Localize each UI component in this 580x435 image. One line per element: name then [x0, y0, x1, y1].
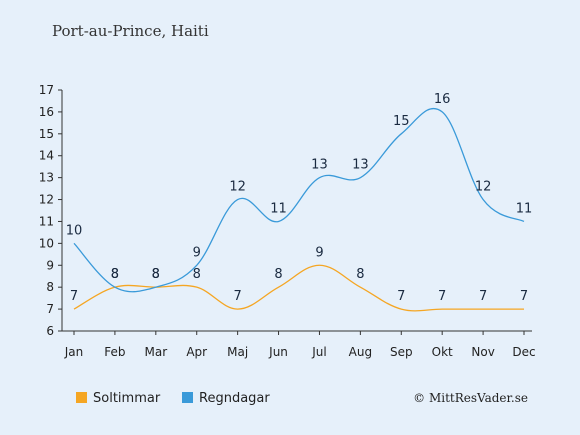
x-tick-label: Apr	[186, 345, 207, 359]
y-tick-label: 15	[39, 127, 54, 141]
y-tick-label: 14	[39, 149, 54, 163]
data-label-soltimmar: 7	[233, 289, 241, 304]
chart-title: Port-au-Prince, Haiti	[52, 22, 209, 40]
x-tick-label: Dec	[512, 345, 535, 359]
data-label-soltimmar: 7	[520, 289, 528, 304]
y-tick-label: 6	[46, 324, 54, 338]
legend-swatch-soltimmar	[76, 392, 87, 403]
data-label-soltimmar: 8	[111, 267, 119, 282]
data-label-regndagar: 15	[393, 114, 410, 129]
y-tick-label: 11	[39, 214, 54, 228]
data-label-regndagar: 11	[270, 201, 287, 216]
data-label-regndagar: 8	[111, 267, 119, 282]
data-label-soltimmar: 8	[274, 267, 282, 282]
series-line-soltimmar	[73, 264, 524, 312]
x-tick-label: Aug	[349, 345, 372, 359]
x-tick-label: Okt	[432, 345, 453, 359]
legend-label-soltimmar: Soltimmar	[93, 391, 161, 406]
y-tick-label: 9	[46, 258, 54, 272]
legend-swatch-regndagar	[182, 392, 193, 403]
data-label-soltimmar: 7	[397, 289, 405, 304]
x-tick-label: Maj	[227, 345, 248, 359]
x-tick-label: Feb	[104, 345, 125, 359]
x-tick-label: Jul	[311, 345, 326, 359]
x-tick-label: Jun	[268, 345, 288, 359]
data-label-soltimmar: 8	[356, 267, 364, 282]
y-tick-label: 8	[46, 280, 54, 294]
data-label-regndagar: 12	[475, 180, 492, 195]
x-tick-label: Nov	[471, 345, 494, 359]
data-label-regndagar: 10	[66, 223, 83, 238]
y-tick-label: 10	[39, 236, 54, 250]
x-tick-label: Jan	[64, 345, 84, 359]
x-tick-label: Mar	[144, 345, 167, 359]
data-label-soltimmar: 8	[152, 267, 160, 282]
y-tick-label: 16	[39, 105, 54, 119]
data-label-regndagar: 8	[152, 267, 160, 282]
y-tick-label: 12	[39, 193, 54, 207]
data-label-soltimmar: 9	[315, 245, 323, 260]
data-label-regndagar: 13	[311, 158, 328, 173]
y-tick-label: 13	[39, 171, 54, 185]
data-label-soltimmar: 7	[70, 289, 78, 304]
data-label-regndagar: 12	[229, 180, 246, 195]
data-label-soltimmar: 8	[193, 267, 201, 282]
y-tick-label: 7	[46, 302, 54, 316]
data-label-regndagar: 11	[516, 201, 533, 216]
credit-text: © MittResVader.se	[413, 391, 528, 405]
data-label-regndagar: 16	[434, 92, 451, 107]
data-label-soltimmar: 7	[479, 289, 487, 304]
data-label-regndagar: 13	[352, 158, 369, 173]
y-tick-label: 17	[39, 83, 54, 97]
series-line-regndagar	[73, 108, 525, 293]
data-label-regndagar: 9	[193, 245, 201, 260]
data-label-soltimmar: 7	[438, 289, 446, 304]
legend-label-regndagar: Regndagar	[199, 391, 270, 406]
x-tick-label: Sep	[390, 345, 413, 359]
